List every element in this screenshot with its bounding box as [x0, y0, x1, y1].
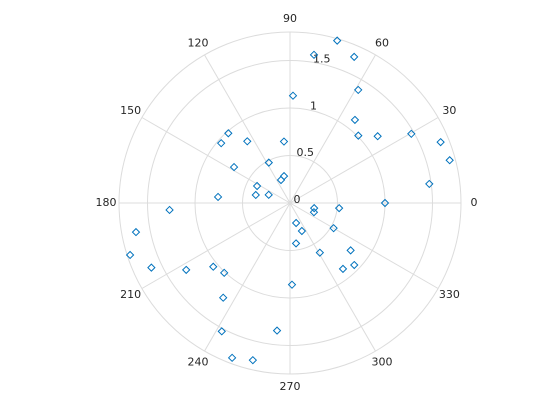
theta-tick-label: 330 — [439, 288, 460, 301]
data-point — [217, 327, 226, 336]
data-point — [407, 129, 416, 139]
data-point — [165, 205, 174, 215]
data-point — [279, 137, 289, 146]
data-point — [216, 138, 226, 148]
data-point — [315, 248, 325, 257]
data-point — [354, 85, 363, 95]
data-point — [349, 52, 359, 62]
grid-ring — [242, 155, 338, 251]
data-point — [125, 250, 135, 260]
data-point — [436, 137, 445, 147]
data-point — [224, 129, 233, 138]
data-point — [338, 264, 348, 274]
grid-ring — [194, 107, 386, 299]
data-point — [380, 198, 390, 208]
data-point — [425, 179, 434, 189]
data-point — [279, 171, 289, 181]
theta-tick-label: 30 — [442, 104, 456, 117]
data-point — [350, 115, 360, 125]
data-point — [288, 91, 298, 100]
outer-ring — [118, 31, 462, 375]
r-tick-label: 1 — [310, 99, 317, 112]
r-tick-label: 0.5 — [296, 146, 314, 159]
theta-tick-label: 60 — [375, 37, 389, 50]
data-point — [332, 36, 342, 45]
data-point — [147, 263, 156, 272]
data-point — [445, 156, 454, 165]
theta-tick-label: 240 — [188, 355, 209, 368]
theta-tick-label: 270 — [280, 380, 301, 393]
theta-tick-label: 180 — [96, 196, 117, 209]
data-point — [291, 218, 301, 228]
data-point — [334, 203, 344, 213]
data-point — [287, 280, 297, 289]
data-point — [272, 326, 282, 335]
r-tick-label: 1.5 — [313, 53, 331, 66]
data-point — [264, 158, 274, 167]
data-point — [354, 131, 363, 140]
data-point — [218, 293, 228, 302]
data-point — [309, 207, 319, 217]
data-point — [248, 355, 258, 365]
data-point — [291, 239, 301, 248]
theta-tick-label: 210 — [120, 288, 141, 301]
grid-spoke — [289, 202, 439, 289]
theta-tick-label: 120 — [188, 37, 209, 50]
data-point — [252, 181, 262, 191]
data-point — [350, 260, 359, 270]
grid-spoke — [141, 202, 291, 289]
data-point — [181, 265, 191, 275]
data-point — [227, 353, 237, 363]
data-point — [251, 190, 260, 200]
data-point — [209, 262, 218, 271]
data-point — [329, 223, 338, 233]
data-point — [243, 137, 252, 146]
data-point — [309, 50, 319, 60]
data-point — [131, 227, 141, 237]
data-point — [219, 268, 229, 278]
grid-spoke — [204, 202, 291, 352]
grid-spoke — [289, 54, 376, 204]
theta-tick-label: 90 — [283, 12, 297, 25]
r-tick-label: 0 — [294, 193, 301, 206]
data-point — [373, 132, 382, 141]
theta-tick-label: 0 — [471, 196, 478, 209]
grid-spoke — [289, 117, 439, 204]
data-point — [346, 246, 355, 255]
grid-ring — [147, 60, 433, 346]
data-point — [297, 226, 307, 236]
grid-spoke — [204, 54, 291, 204]
data-point — [213, 192, 223, 202]
data-point — [264, 190, 273, 200]
data-point — [309, 203, 319, 213]
theta-tick-label: 300 — [372, 355, 393, 368]
data-point — [229, 162, 239, 172]
theta-tick-label: 150 — [120, 104, 141, 117]
